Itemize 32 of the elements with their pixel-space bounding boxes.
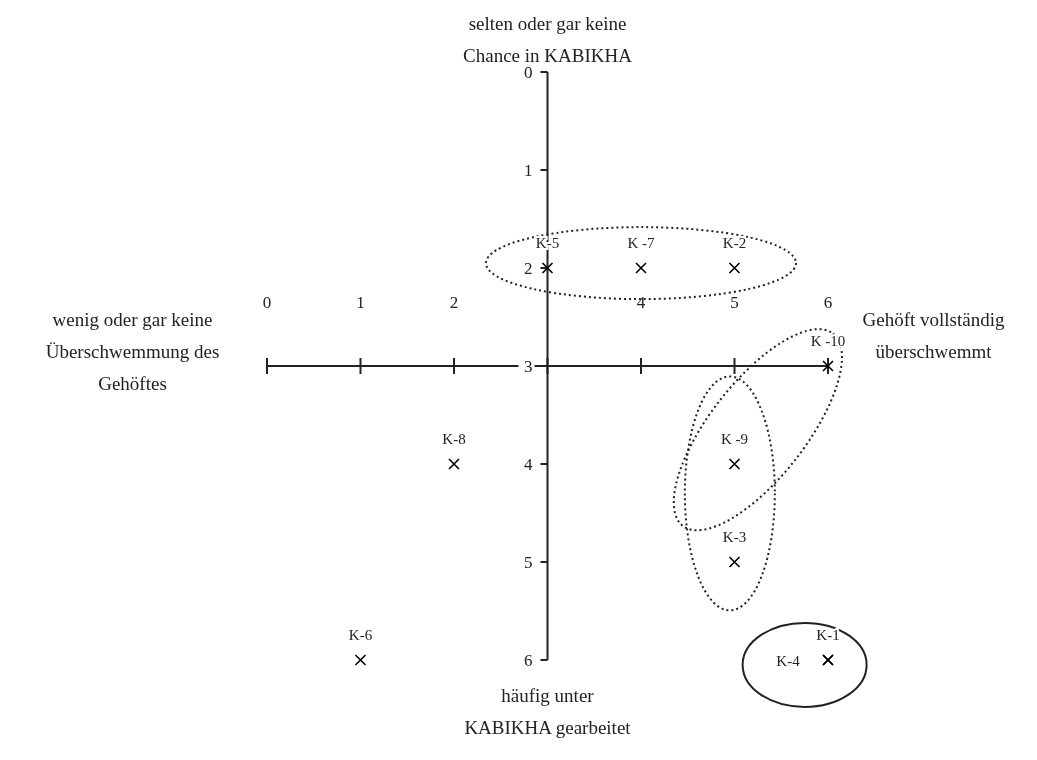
point [354,654,367,666]
annotation: K -7 [627,235,656,251]
point [728,556,741,568]
y-tick-label: 5 [524,552,533,572]
x-tick-label: 2 [449,293,459,312]
y-tick-label: 2 [524,258,533,278]
annotation: K-6 [348,627,373,643]
annotation: K-2 [722,235,747,251]
y-tick-label: 1 [524,160,533,180]
y-tick-label: 3 [524,356,533,376]
text: wenig oder gar keine Überschwemmung des Gehöftes [44,308,221,396]
annotation: K-1 [816,627,840,643]
point [448,458,460,470]
x-tick-label: 5 [730,293,739,312]
annotation: K-3 [722,529,747,545]
x-tick-label: 1 [356,293,365,312]
annotation: K -9 [720,431,749,447]
y-tick-label: 6 [524,650,533,670]
point [541,262,554,274]
y-tick-label: 4 [524,454,533,474]
point [728,262,741,274]
annotation: K-8 [442,431,466,447]
text: Gehöft vollständig überschwemmt [862,309,1005,362]
point [822,360,834,372]
point [728,458,741,470]
annotation: K -10 [810,333,846,349]
point [635,262,647,274]
annotation: K-4 [776,653,801,669]
x-tick-label: 4 [636,293,646,312]
text: häufig unter KABIKHA gearbeitet [463,684,632,740]
x-tick-label: 6 [823,293,833,312]
x-tick-label: 0 [262,293,272,312]
